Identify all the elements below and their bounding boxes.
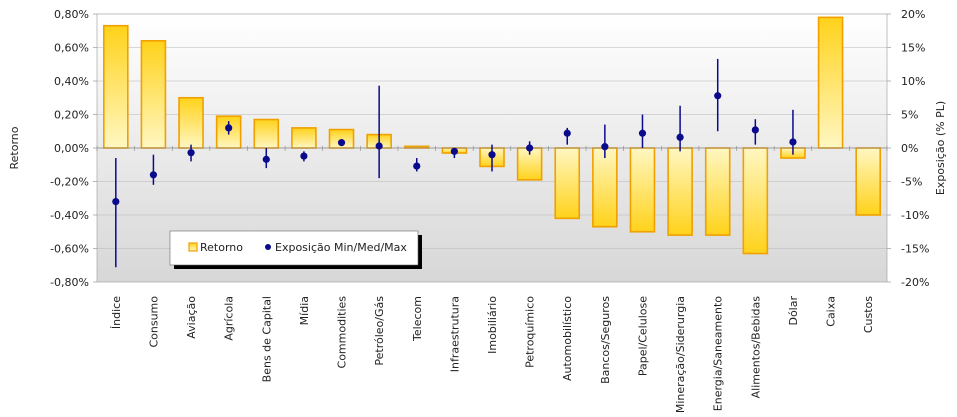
category-label: Automobilístico <box>561 296 574 381</box>
category-label: Papel/Celulose <box>636 296 649 376</box>
category-label: Índice <box>110 296 123 329</box>
exposure-med-point <box>789 138 797 146</box>
exposure-med-point <box>450 147 458 155</box>
legend-box <box>169 230 419 266</box>
exposure-med-point <box>751 126 759 134</box>
legend: Retorno Exposição Min/Med/Max <box>169 230 422 269</box>
exposure-med-point <box>638 129 647 137</box>
exposure-med-point <box>375 142 383 150</box>
category-label: Petróleo/Gás <box>373 296 386 366</box>
category-label: Bancos/Seguros <box>599 296 612 384</box>
exposure-med-point <box>149 171 158 179</box>
right-tick-label: 20% <box>901 8 925 21</box>
category-label: Dólar <box>787 296 800 326</box>
category-label: Mídia <box>298 296 311 325</box>
exposure-med-point <box>413 162 421 170</box>
bar-retorno <box>592 147 618 228</box>
category-label: Infraestrutura <box>448 296 461 372</box>
bar-retorno <box>554 147 581 220</box>
category-label: Aviação <box>185 296 198 339</box>
category-label: Custos <box>862 296 875 333</box>
left-axis-ticks: 0,80% 0,60% 0,40% 0,20% 0,00% -0,20% -0,40% -0,… <box>50 8 89 289</box>
bar-retorno <box>140 39 167 149</box>
bar-retorno <box>817 16 844 149</box>
bar-retorno <box>855 147 881 216</box>
bar-retorno <box>178 96 204 149</box>
category-label: Caixa <box>825 296 838 327</box>
bar-retorno <box>103 24 129 149</box>
left-tick-label: 0,80% <box>54 8 89 21</box>
category-label: Bens de Capital <box>260 296 273 382</box>
right-axis-title: Exposição (% PL) <box>934 101 947 195</box>
exposure-med-point <box>225 124 233 132</box>
left-axis-title: Retorno <box>8 126 21 169</box>
legend-exposicao-label: Exposição Min/Med/Max <box>275 241 407 254</box>
category-labels: Índice Consumo Aviação Agrícola Bens de Capi… <box>110 296 875 414</box>
bar-retorno <box>742 147 769 255</box>
category-label: Imobiliário <box>486 296 499 354</box>
right-tick-label: -15% <box>901 243 929 256</box>
category-label: Telecom <box>411 296 424 342</box>
right-tick-label: -20% <box>901 276 929 289</box>
legend-retorno-label: Retorno <box>200 241 243 254</box>
category-label: Consumo <box>147 296 160 348</box>
left-tick-label: -0,80% <box>50 276 89 289</box>
right-tick-label: 15% <box>901 42 925 55</box>
bar-retorno <box>253 118 280 149</box>
left-tick-label: -0,40% <box>50 209 89 222</box>
legend-bar-swatch <box>188 242 198 252</box>
left-tick-label: -0,20% <box>50 176 89 189</box>
category-label: Petroquímico <box>524 296 537 368</box>
left-tick-label: -0,60% <box>50 243 89 256</box>
exposure-med-point <box>488 151 496 159</box>
right-axis-ticks: 20% 15% 10% 5% 0% -5% -10% -15% -20% <box>901 8 929 289</box>
bar-retorno <box>704 147 731 236</box>
exposure-markers <box>112 58 797 268</box>
category-label: Mineração/Siderurgia <box>674 296 687 413</box>
bars <box>103 16 881 255</box>
category-label: Commodities <box>336 296 349 369</box>
category-label: Energia/Saneamento <box>712 296 725 411</box>
left-tick-label: 0,20% <box>54 109 89 122</box>
exposure-med-point <box>337 139 346 147</box>
left-tick-label: 0,00% <box>54 142 89 155</box>
exposure-med-point <box>676 133 684 141</box>
exposure-med-point <box>300 152 308 160</box>
legend-marker-swatch <box>265 244 271 250</box>
exposure-med-point <box>112 198 120 206</box>
exposure-med-point <box>714 92 722 100</box>
right-tick-label: 5% <box>901 109 918 122</box>
right-tick-label: -5% <box>901 176 922 189</box>
exposure-med-point <box>563 129 571 137</box>
bar-retorno <box>667 147 693 236</box>
right-tick-label: -10% <box>901 209 929 222</box>
bar-retorno <box>629 147 656 233</box>
category-label: Alimentos/Bebidas <box>749 296 762 399</box>
right-tick-label: 0% <box>901 142 918 155</box>
right-tick-label: 10% <box>901 75 925 88</box>
bar-retorno <box>291 127 317 149</box>
left-tick-label: 0,60% <box>54 42 89 55</box>
exposure-med-point <box>262 155 270 163</box>
exposure-med-point <box>526 144 534 152</box>
left-tick-label: 0,40% <box>54 75 89 88</box>
exposure-med-point <box>187 149 195 157</box>
category-label: Agrícola <box>223 296 236 341</box>
exposure-med-point <box>601 143 609 151</box>
